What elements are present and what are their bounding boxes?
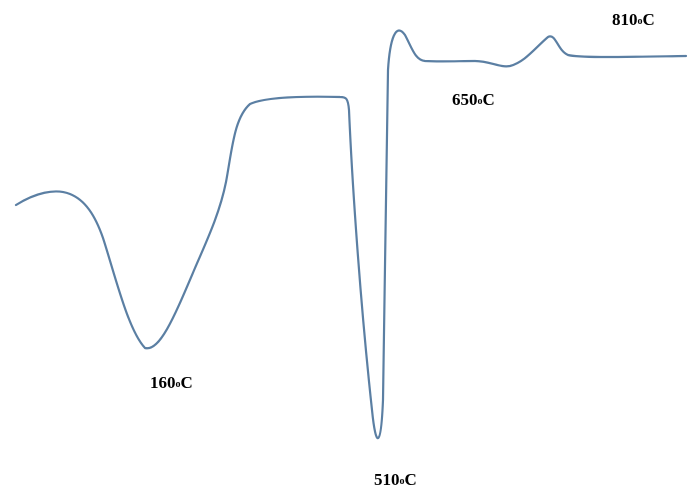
peak-label-810: 810oC <box>612 11 655 28</box>
peak-unit: C <box>482 90 495 109</box>
peak-label-650: 650oC <box>452 91 495 108</box>
peak-unit: C <box>404 470 417 489</box>
degree-sign: o <box>477 96 483 107</box>
peak-unit: C <box>642 10 655 29</box>
peak-value: 510 <box>374 470 400 489</box>
degree-sign: o <box>637 16 643 27</box>
peak-value: 650 <box>452 90 478 109</box>
peak-value: 160 <box>150 373 176 392</box>
peak-label-160: 160oC <box>150 374 193 391</box>
degree-sign: o <box>175 379 181 390</box>
degree-sign: o <box>399 476 405 487</box>
series-line <box>14 29 688 440</box>
peak-label-510: 510oC <box>374 471 417 488</box>
peak-unit: C <box>180 373 193 392</box>
peak-value: 810 <box>612 10 638 29</box>
